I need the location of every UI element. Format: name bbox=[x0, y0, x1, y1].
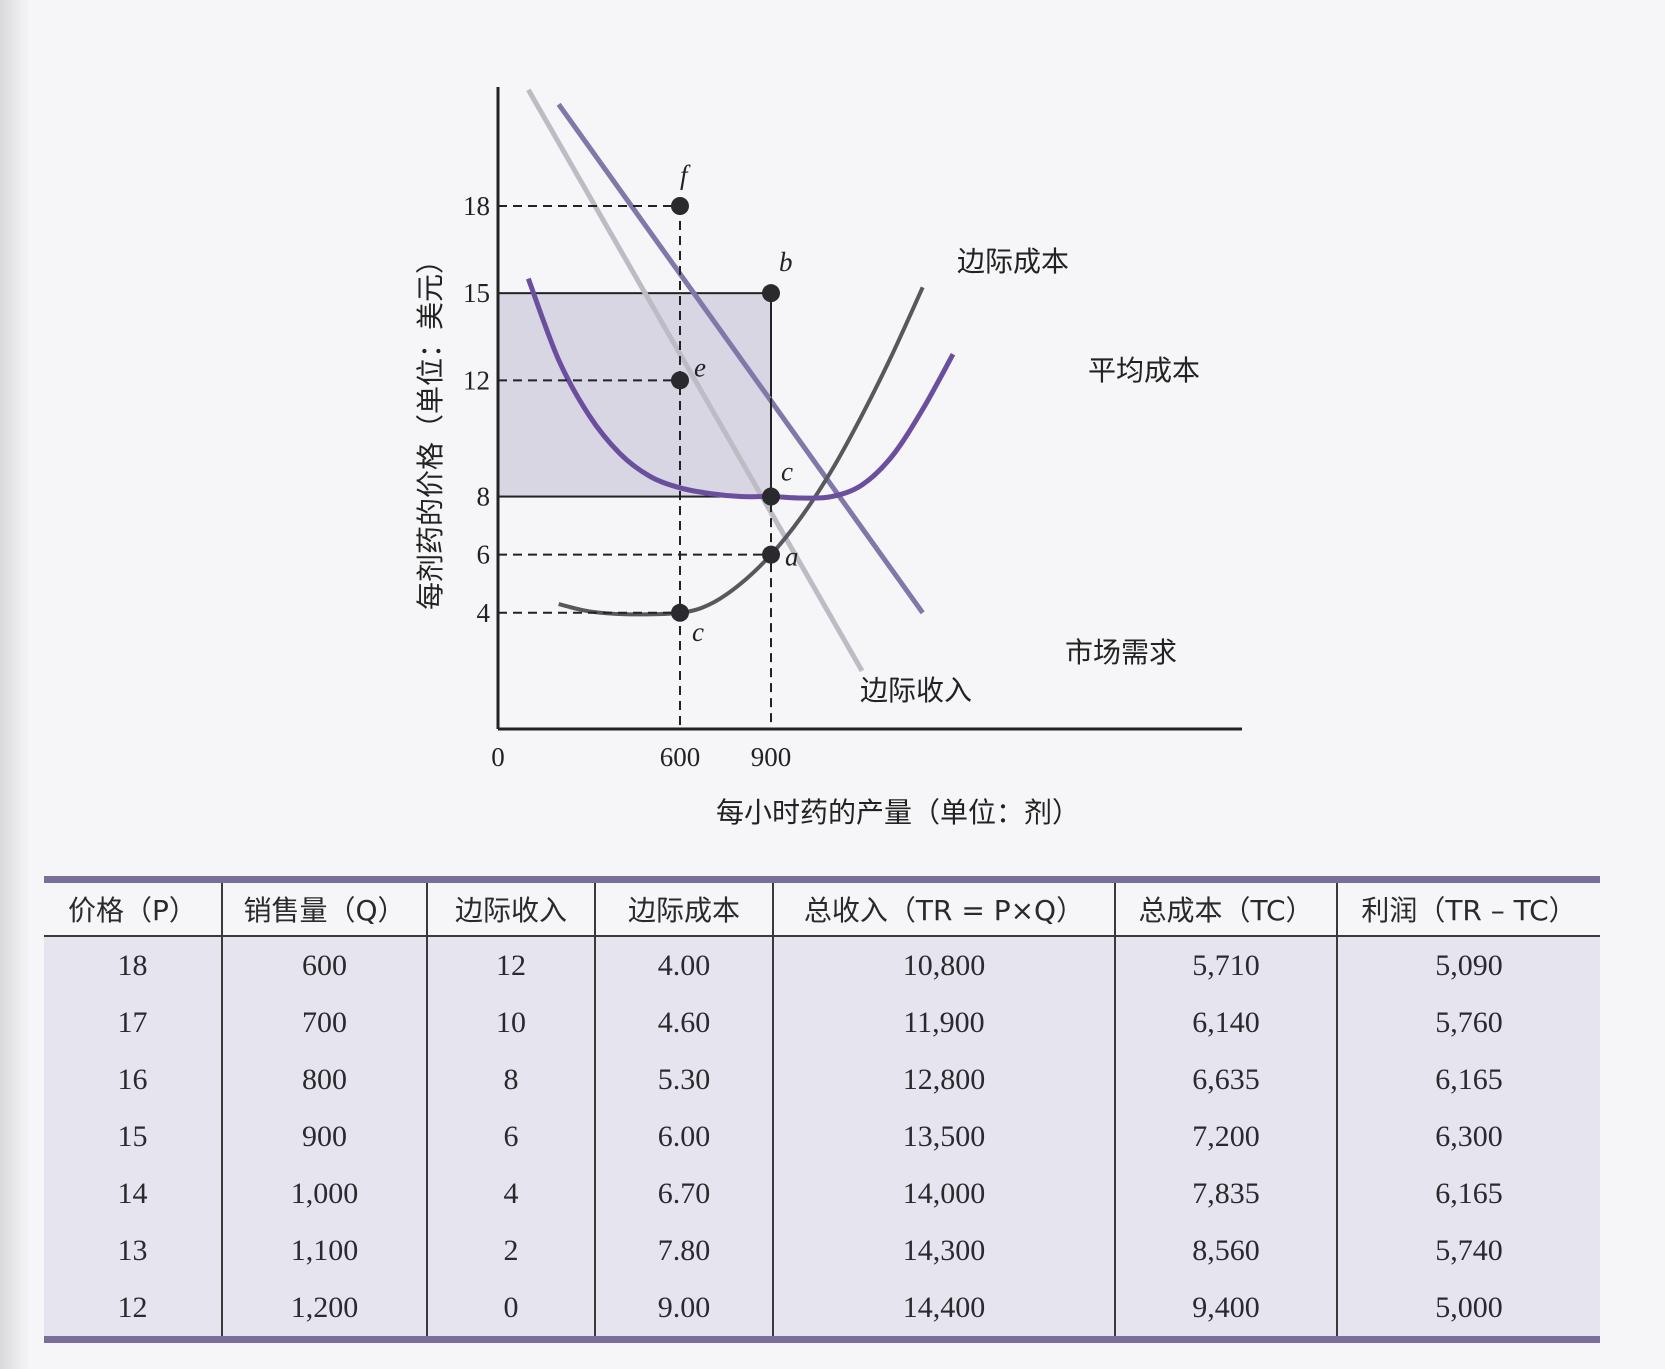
table-cell: 8 bbox=[426, 1051, 595, 1108]
table-cell: 1,100 bbox=[221, 1222, 427, 1279]
y-tick-label: 12 bbox=[463, 365, 490, 395]
y-tick-label: 15 bbox=[463, 278, 490, 308]
table-cell: 12,800 bbox=[772, 1051, 1115, 1108]
point-label-c: c bbox=[781, 457, 793, 487]
x-tick-label: 0 bbox=[491, 742, 505, 772]
header-marginal-revenue: 边际收入 bbox=[426, 879, 595, 937]
table-row: 17 700 10 4.60 11,900 6,140 5,760 bbox=[44, 994, 1600, 1051]
table-cell: 14,400 bbox=[772, 1279, 1115, 1340]
marginal-revenue-curve bbox=[526, 88, 865, 673]
table-cell: 6,165 bbox=[1336, 1165, 1600, 1222]
table-cell: 6 bbox=[426, 1108, 595, 1165]
point-b bbox=[762, 284, 780, 303]
point-label-b: b bbox=[779, 247, 793, 277]
x-tick-label: 900 bbox=[751, 742, 792, 772]
table-cell: 13,500 bbox=[772, 1108, 1115, 1165]
table-cell: 5,710 bbox=[1114, 936, 1337, 994]
table-row: 13 1,100 2 7.80 14,300 8,560 5,740 bbox=[44, 1222, 1600, 1279]
table-cell: 12 bbox=[426, 936, 595, 994]
table-row: 14 1,000 4 6.70 14,000 7,835 6,165 bbox=[44, 1165, 1600, 1222]
table-cell: 9,400 bbox=[1114, 1279, 1337, 1340]
table-cell: 5,760 bbox=[1336, 994, 1600, 1051]
table-cell: 10,800 bbox=[772, 936, 1115, 994]
table-cell: 6,300 bbox=[1336, 1108, 1600, 1165]
header-total-cost: 总成本（TC） bbox=[1114, 879, 1337, 937]
table-cell: 15 bbox=[44, 1108, 222, 1165]
point-f bbox=[671, 197, 689, 215]
table-cell: 14,300 bbox=[772, 1222, 1115, 1279]
table-cell: 6.70 bbox=[594, 1165, 773, 1222]
y-tick-label: 6 bbox=[477, 540, 491, 570]
table-cell: 4.60 bbox=[594, 994, 773, 1051]
table-cell: 14 bbox=[44, 1165, 222, 1222]
table-cell: 2 bbox=[426, 1222, 595, 1279]
point-a bbox=[762, 545, 780, 564]
table-cell: 5,740 bbox=[1336, 1222, 1600, 1279]
table-row: 18 600 12 4.00 10,800 5,710 5,090 bbox=[44, 936, 1600, 994]
table-row: 16 800 8 5.30 12,800 6,635 6,165 bbox=[44, 1051, 1600, 1108]
point-label-f: f bbox=[680, 160, 691, 190]
table-cell: 6.00 bbox=[594, 1108, 773, 1165]
table-cell: 13 bbox=[44, 1222, 222, 1279]
table-cell: 6,165 bbox=[1336, 1051, 1600, 1108]
demand-curve-label: 市场需求 bbox=[1065, 636, 1177, 669]
table-cell: 5,090 bbox=[1336, 936, 1600, 994]
table-row: 12 1,200 0 9.00 14,400 9,400 5,000 bbox=[44, 1279, 1600, 1340]
demand-curve bbox=[556, 102, 925, 615]
point-e bbox=[671, 371, 689, 390]
point-label-e: e bbox=[694, 352, 706, 382]
table-cell: 4 bbox=[426, 1165, 595, 1222]
y-tick-label: 8 bbox=[477, 482, 491, 512]
table-header-row: 价格（P） 销售量（Q） 边际收入 边际成本 总收入（TR = P×Q） 总成本… bbox=[44, 879, 1600, 937]
point-c bbox=[762, 487, 780, 506]
table-cell: 600 bbox=[221, 936, 427, 994]
marginal-cost-curve bbox=[558, 286, 925, 617]
header-profit: 利润（TR – TC） bbox=[1336, 879, 1600, 937]
x-axis-title: 每小时药的产量（单位：剂） bbox=[716, 796, 1080, 829]
marginal-revenue-curve-label: 边际收入 bbox=[860, 674, 972, 707]
point-label-c: c bbox=[692, 617, 704, 647]
table-cell: 14,000 bbox=[772, 1165, 1115, 1222]
table-cell: 9.00 bbox=[594, 1279, 773, 1340]
table-cell: 1,200 bbox=[221, 1279, 427, 1340]
table-cell: 12 bbox=[44, 1279, 222, 1340]
point-c bbox=[671, 603, 689, 622]
table-cell: 800 bbox=[221, 1051, 427, 1108]
table-cell: 10 bbox=[426, 994, 595, 1051]
average-cost-curve bbox=[525, 277, 956, 501]
point-label-a: a bbox=[785, 542, 799, 572]
table-cell: 7,200 bbox=[1114, 1108, 1337, 1165]
table-cell: 700 bbox=[221, 994, 427, 1051]
average-cost-curve-label: 平均成本 bbox=[1088, 354, 1200, 387]
table-cell: 18 bbox=[44, 936, 222, 994]
table-cell: 5.30 bbox=[594, 1051, 773, 1108]
table-cell: 8,560 bbox=[1114, 1222, 1337, 1279]
table-cell: 0 bbox=[426, 1279, 595, 1340]
y-axis-title: 每剂药的价格（单位：美元） bbox=[414, 246, 447, 610]
y-tick-label: 4 bbox=[477, 598, 491, 628]
header-marginal-cost: 边际成本 bbox=[594, 879, 773, 937]
table-cell: 6,635 bbox=[1114, 1051, 1337, 1108]
header-quantity: 销售量（Q） bbox=[221, 879, 427, 937]
header-total-revenue: 总收入（TR = P×Q） bbox=[772, 879, 1115, 937]
revenue-cost-table: 价格（P） 销售量（Q） 边际收入 边际成本 总收入（TR = P×Q） 总成本… bbox=[44, 876, 1600, 1343]
x-tick-label: 600 bbox=[660, 742, 701, 772]
table-cell: 6,140 bbox=[1114, 994, 1337, 1051]
page-edge-shadow bbox=[0, 0, 30, 1369]
table-cell: 11,900 bbox=[772, 994, 1115, 1051]
table-cell: 7.80 bbox=[594, 1222, 773, 1279]
table-row: 15 900 6 6.00 13,500 7,200 6,300 bbox=[44, 1108, 1600, 1165]
table-cell: 16 bbox=[44, 1051, 222, 1108]
table-cell: 17 bbox=[44, 994, 222, 1051]
table-cell: 7,835 bbox=[1114, 1165, 1337, 1222]
table-cell: 1,000 bbox=[221, 1165, 427, 1222]
table-cell: 5,000 bbox=[1336, 1279, 1600, 1340]
table-cell: 4.00 bbox=[594, 936, 773, 994]
table-cell: 900 bbox=[221, 1108, 427, 1165]
y-tick-label: 18 bbox=[463, 191, 490, 221]
marginal-cost-curve-label: 边际成本 bbox=[957, 245, 1069, 278]
header-price: 价格（P） bbox=[44, 879, 222, 937]
